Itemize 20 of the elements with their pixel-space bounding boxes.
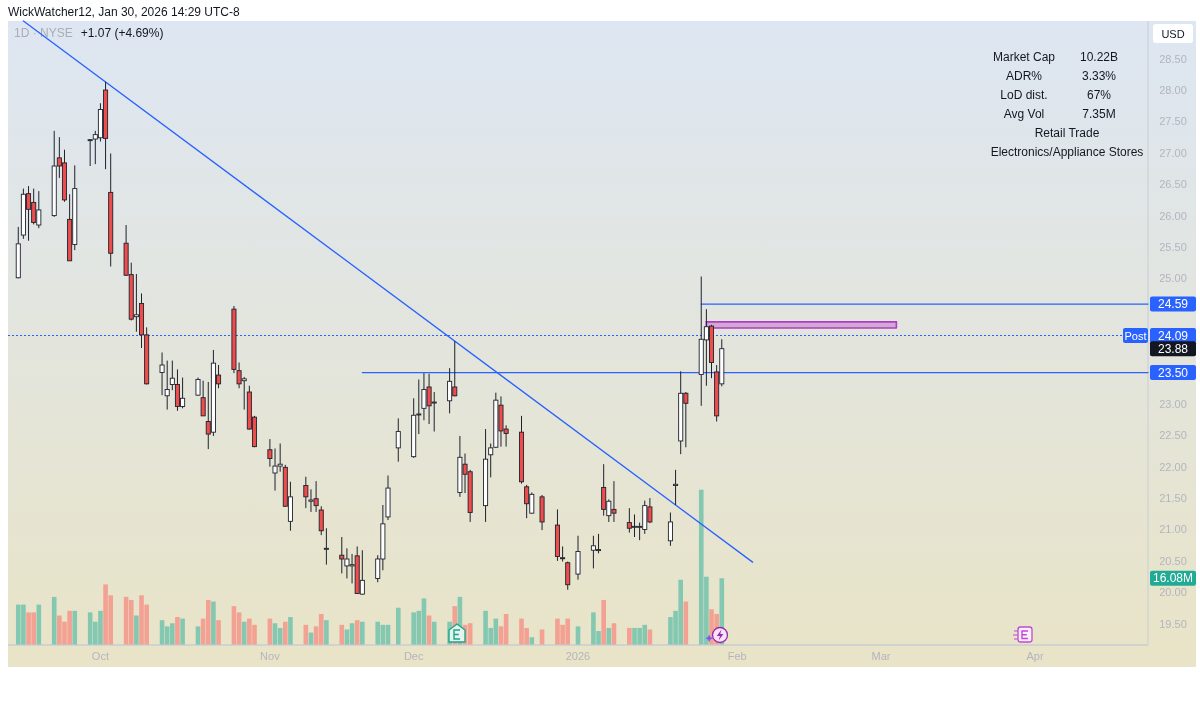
- annotation: Avg Vol: [1003, 106, 1045, 121]
- annotation: Market Cap: [992, 49, 1056, 64]
- ref-line-label: 24.09: [1157, 328, 1189, 343]
- text: 23.88: [1157, 341, 1189, 356]
- annotation: Retail Trade: [1034, 125, 1100, 140]
- text: 16.08M: [1152, 571, 1194, 586]
- annotation: 3.33%: [1081, 68, 1117, 83]
- chart-subtitle: +1.07 (+4.69%): [80, 26, 164, 40]
- data-label: 24.59: [1157, 297, 1189, 312]
- annotation: 67%: [1086, 87, 1112, 102]
- annotation: Post: [1124, 329, 1147, 342]
- data-label: 23.50: [1157, 365, 1189, 380]
- annotation: LoD dist.: [1000, 87, 1048, 102]
- annotation: ADR%: [1005, 68, 1043, 83]
- annotation: Electronics/Appliance Stores: [990, 144, 1144, 159]
- annotation: 7.35M: [1082, 106, 1116, 121]
- chart-title: 1D · NYSE: [14, 26, 73, 40]
- annotation: 10.22B: [1079, 49, 1119, 64]
- text: WickWatcher12, Jan 30, 2026 14:29 UTC-8: [8, 5, 240, 19]
- y-axis-title: USD: [1161, 27, 1185, 40]
